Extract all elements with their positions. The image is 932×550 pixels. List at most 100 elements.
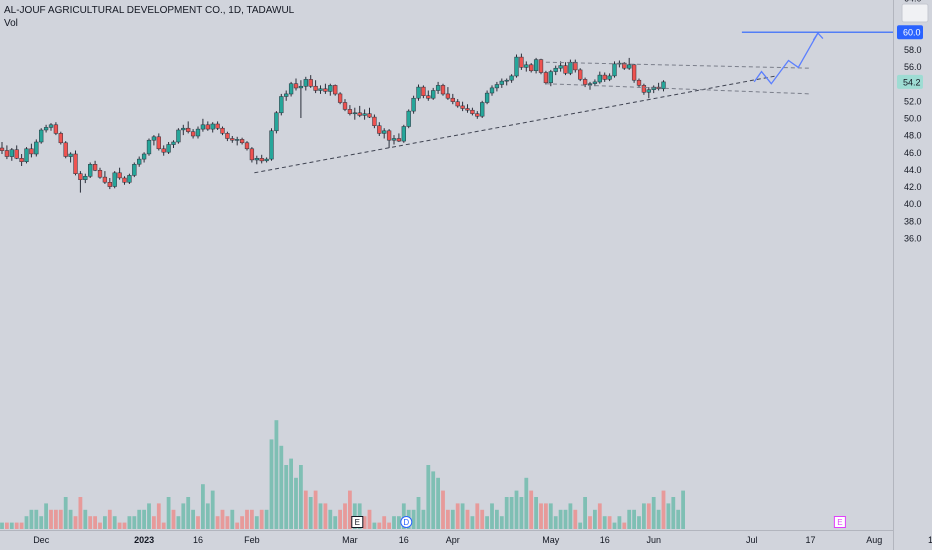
volume-indicator-label[interactable]: Vol bbox=[4, 18, 18, 29]
symbol-title[interactable]: AL-JOUF AGRICULTURAL DEVELOPMENT CO., 1D… bbox=[4, 5, 295, 16]
candle-body bbox=[553, 67, 558, 72]
volume-bar bbox=[465, 509, 470, 529]
target-price-label: 60.0 bbox=[903, 28, 921, 38]
candle-body bbox=[215, 123, 220, 129]
volume-bar bbox=[161, 522, 166, 529]
volume-bar bbox=[181, 503, 186, 529]
volume-bar bbox=[450, 509, 455, 529]
volume-bar bbox=[416, 497, 421, 529]
volume-bar bbox=[245, 509, 249, 529]
volume-bar bbox=[303, 490, 308, 529]
time-tick-label: Mar bbox=[342, 535, 358, 545]
price-tick-label: 64.0 bbox=[904, 0, 922, 3]
dividend-marker bbox=[400, 516, 413, 528]
candle-body bbox=[357, 112, 362, 116]
candle-body bbox=[122, 177, 127, 183]
candle-body bbox=[440, 85, 446, 95]
volume-bar bbox=[651, 497, 656, 529]
volume-bar bbox=[58, 509, 63, 529]
candle-body bbox=[367, 113, 372, 118]
candle-body bbox=[264, 158, 269, 162]
volume-bar bbox=[421, 509, 426, 529]
volume-bar bbox=[328, 509, 333, 529]
candle-body bbox=[592, 81, 598, 84]
volume-bar bbox=[289, 458, 293, 529]
volume-bar bbox=[323, 503, 328, 529]
candle-body bbox=[499, 80, 504, 85]
time-tick-label: Feb bbox=[244, 535, 260, 545]
volume-bar bbox=[392, 516, 396, 529]
volume-bar bbox=[186, 497, 191, 529]
candle-body bbox=[509, 75, 514, 81]
candle-body bbox=[529, 64, 534, 72]
candle-body bbox=[107, 182, 112, 187]
candle-body bbox=[636, 79, 642, 86]
volume-bar bbox=[191, 509, 195, 529]
candle-body bbox=[210, 123, 215, 130]
projection-path bbox=[753, 32, 819, 85]
candle-body bbox=[235, 139, 240, 141]
volume-bar bbox=[49, 509, 53, 529]
candle-body bbox=[519, 56, 524, 68]
candle-body bbox=[63, 142, 68, 157]
volume-bar bbox=[259, 509, 264, 529]
time-tick-label: 2023 bbox=[134, 535, 154, 545]
candle-body bbox=[4, 150, 10, 157]
candle-body bbox=[34, 141, 39, 155]
volume-bar bbox=[205, 503, 210, 529]
candle-body bbox=[646, 89, 651, 93]
candle-body bbox=[573, 61, 578, 71]
volume-bar bbox=[397, 516, 401, 529]
volume-bar bbox=[588, 516, 592, 529]
volume-bar bbox=[142, 509, 146, 529]
candle-body bbox=[284, 93, 289, 97]
candle-body bbox=[308, 79, 313, 87]
volume-bar bbox=[103, 516, 107, 529]
event-marker-label: D bbox=[403, 518, 409, 527]
volume-bar bbox=[9, 522, 14, 529]
volume-bar bbox=[88, 516, 93, 529]
volume-bar bbox=[632, 509, 636, 529]
candle-body bbox=[0, 147, 5, 151]
time-tick-label: 16 bbox=[193, 535, 203, 545]
volume-bar bbox=[34, 509, 39, 529]
volume-bar bbox=[147, 503, 151, 529]
earnings-marker bbox=[351, 516, 364, 528]
volume-bar bbox=[112, 516, 117, 529]
volume-bar bbox=[156, 503, 161, 529]
candle-body bbox=[161, 148, 166, 153]
volume-bar bbox=[284, 465, 289, 529]
candle-body bbox=[171, 141, 176, 145]
volume-bar bbox=[24, 516, 29, 529]
volume-bar bbox=[122, 522, 127, 529]
candle-body bbox=[406, 110, 411, 127]
earnings-marker bbox=[833, 516, 846, 528]
candle-body bbox=[450, 97, 455, 102]
volume-bar bbox=[387, 522, 391, 529]
candle-body bbox=[524, 64, 529, 68]
volume-bar bbox=[333, 516, 338, 529]
volume-bar bbox=[529, 490, 534, 529]
candle-body bbox=[279, 96, 284, 114]
candle-body bbox=[323, 88, 328, 92]
volume-bar bbox=[455, 503, 460, 529]
candle-body bbox=[480, 102, 485, 117]
candle-body bbox=[558, 65, 563, 69]
volume-bar bbox=[225, 516, 230, 529]
volume-bar bbox=[308, 497, 313, 529]
time-tick-label: Jun bbox=[646, 535, 661, 545]
volume-bar bbox=[367, 509, 372, 529]
volume-bar bbox=[152, 516, 156, 529]
volume-bar bbox=[269, 439, 274, 529]
volume-bar bbox=[475, 503, 480, 529]
plot-area bbox=[0, 0, 893, 530]
price-tick-label: 44.0 bbox=[904, 165, 922, 175]
candle-body bbox=[362, 113, 367, 116]
volume-bar bbox=[299, 465, 303, 529]
volume-bar bbox=[544, 503, 548, 529]
volume-bar bbox=[117, 522, 122, 529]
candle-body bbox=[337, 93, 343, 103]
candle-body bbox=[239, 139, 245, 144]
